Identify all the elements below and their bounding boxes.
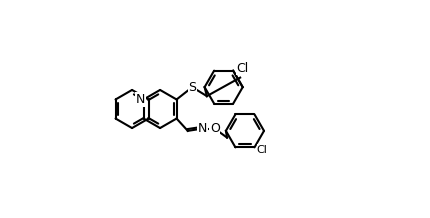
Text: S: S — [188, 81, 196, 94]
Text: Cl: Cl — [237, 62, 249, 75]
Text: N: N — [198, 122, 207, 135]
Text: O: O — [210, 122, 220, 135]
Text: N: N — [135, 93, 145, 106]
Text: Cl: Cl — [257, 145, 267, 155]
